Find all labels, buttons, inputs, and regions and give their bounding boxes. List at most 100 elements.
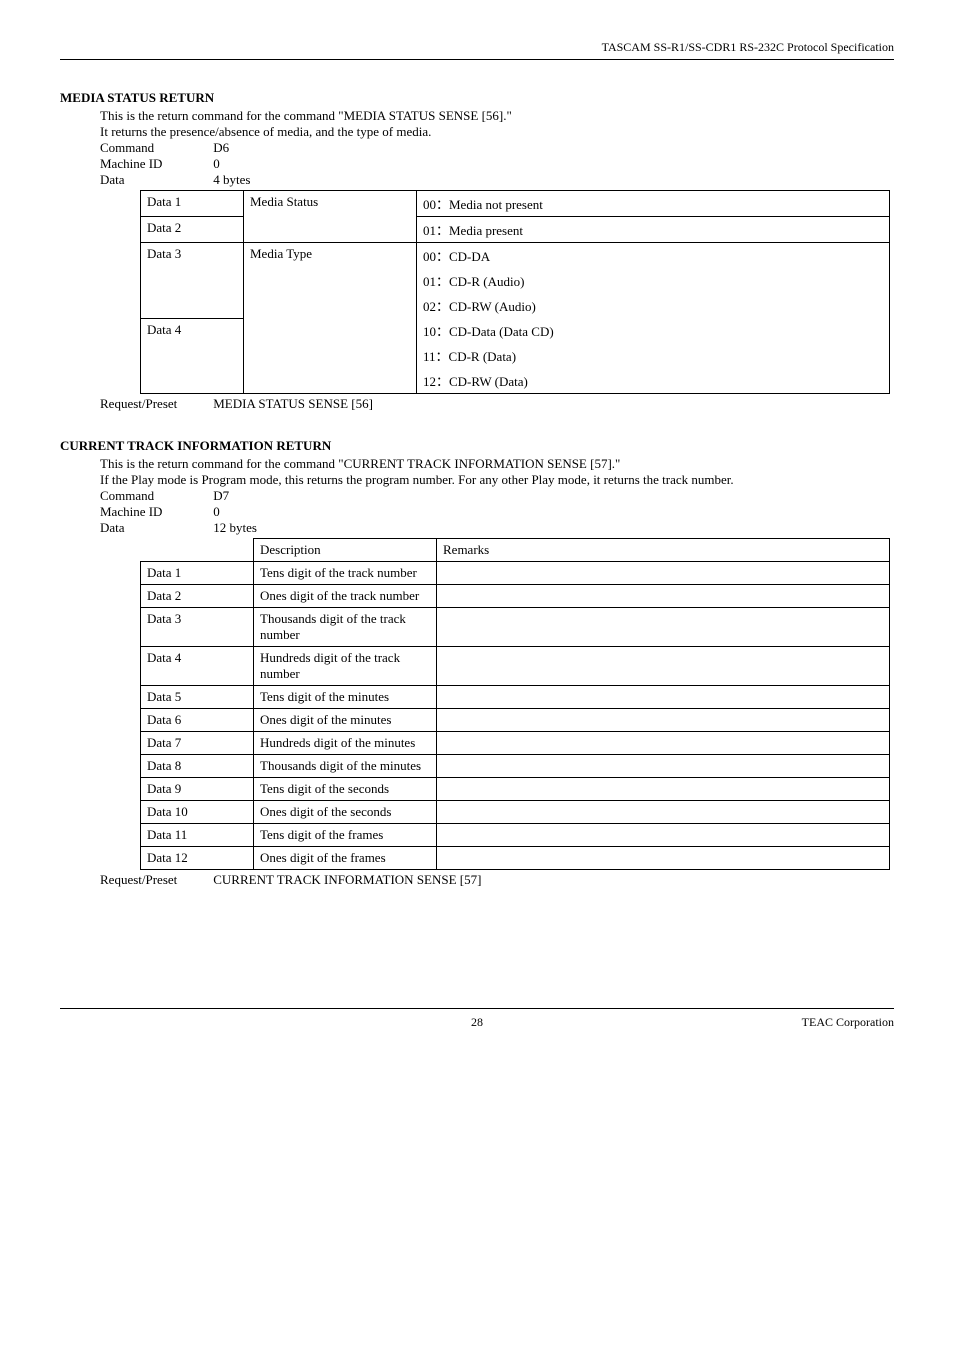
table-row: Data 6 Ones digit of the minutes — [141, 709, 890, 732]
page-header: TASCAM SS-R1/SS-CDR1 RS-232C Protocol Sp… — [60, 40, 894, 60]
table-cell: Data 6 — [141, 709, 254, 732]
table-cell — [437, 562, 890, 585]
request-preset-label: Request/Preset — [100, 872, 210, 888]
table-row: Data 7 Hundreds digit of the minutes — [141, 732, 890, 755]
table-cell — [437, 732, 890, 755]
table-cell: Data 4 — [141, 647, 254, 686]
table-cell: Data 8 — [141, 755, 254, 778]
table-cell: Thousands digit of the minutes — [254, 755, 437, 778]
table-row: Data 11 Tens digit of the frames — [141, 824, 890, 847]
table-cell: Data 4 — [141, 318, 244, 394]
machine-id-value: 0 — [213, 156, 220, 171]
section-line: This is the return command for the comma… — [100, 108, 894, 124]
track-info-table: Description Remarks Data 1 Tens digit of… — [140, 538, 890, 870]
command-value: D6 — [213, 140, 229, 155]
table-cell: 00：CD-DA — [417, 243, 890, 269]
table-cell: Data 2 — [141, 217, 244, 243]
table-header-cell: Remarks — [437, 539, 890, 562]
table-cell: Data 1 — [141, 562, 254, 585]
table-cell: Media Status — [244, 191, 417, 243]
table-row: Description Remarks — [141, 539, 890, 562]
table-cell: 10：CD-Data (Data CD) — [417, 318, 890, 343]
field-row: Request/Preset CURRENT TRACK INFORMATION… — [100, 872, 894, 888]
table-cell — [437, 608, 890, 647]
machine-id-label: Machine ID — [100, 504, 210, 520]
header-title: TASCAM SS-R1/SS-CDR1 RS-232C Protocol Sp… — [602, 40, 894, 54]
page-footer: 28 TEAC Corporation — [60, 1008, 894, 1030]
section-title-media-status: MEDIA STATUS RETURN — [60, 90, 894, 106]
table-row: Data 8 Thousands digit of the minutes — [141, 755, 890, 778]
table-cell: Data 7 — [141, 732, 254, 755]
table-header-cell: Description — [254, 539, 437, 562]
company-name: TEAC Corporation — [802, 1015, 894, 1030]
table-row: Data 2 Ones digit of the track number — [141, 585, 890, 608]
table-cell: Data 2 — [141, 585, 254, 608]
table-cell — [437, 847, 890, 870]
section-line: If the Play mode is Program mode, this r… — [100, 472, 894, 488]
field-row: Data 4 bytes — [100, 172, 894, 188]
table-cell: Tens digit of the track number — [254, 562, 437, 585]
table-cell — [437, 585, 890, 608]
table-row: Data 5 Tens digit of the minutes — [141, 686, 890, 709]
table-row: Data 12 Ones digit of the frames — [141, 847, 890, 870]
table-cell: Data 9 — [141, 778, 254, 801]
data-label: Data — [100, 172, 210, 188]
table-cell: Ones digit of the frames — [254, 847, 437, 870]
field-row: Machine ID 0 — [100, 156, 894, 172]
data-value: 12 bytes — [213, 520, 257, 535]
table-cell: Data 1 — [141, 191, 244, 217]
command-label: Command — [100, 140, 210, 156]
table-cell: Data 5 — [141, 686, 254, 709]
table-cell: Tens digit of the seconds — [254, 778, 437, 801]
table-cell — [437, 686, 890, 709]
field-row: Command D6 — [100, 140, 894, 156]
table-row: Data 3 Thousands digit of the track numb… — [141, 608, 890, 647]
field-row: Request/Preset MEDIA STATUS SENSE [56] — [100, 396, 894, 412]
table-row: Data 1 Tens digit of the track number — [141, 562, 890, 585]
section-line: This is the return command for the comma… — [100, 456, 894, 472]
data-value: 4 bytes — [213, 172, 250, 187]
data-label: Data — [100, 520, 210, 536]
table-cell: Hundreds digit of the track number — [254, 647, 437, 686]
table-cell: 01：CD-R (Audio) — [417, 268, 890, 293]
table-row: Data 3 Media Type 00：CD-DA — [141, 243, 890, 269]
command-label: Command — [100, 488, 210, 504]
table-row: Data 10 Ones digit of the seconds — [141, 801, 890, 824]
table-cell — [437, 755, 890, 778]
table-cell: Ones digit of the seconds — [254, 801, 437, 824]
table-cell — [437, 801, 890, 824]
table-cell: Data 3 — [141, 243, 244, 319]
table-cell: Data 10 — [141, 801, 254, 824]
table-cell: Ones digit of the track number — [254, 585, 437, 608]
table-cell: Thousands digit of the track number — [254, 608, 437, 647]
field-row: Command D7 — [100, 488, 894, 504]
table-cell: Data 12 — [141, 847, 254, 870]
table-cell: 01：Media present — [417, 217, 890, 243]
table-cell: Data 11 — [141, 824, 254, 847]
table-cell — [437, 647, 890, 686]
table-cell — [437, 778, 890, 801]
page-number: 28 — [60, 1015, 894, 1030]
request-preset-value: CURRENT TRACK INFORMATION SENSE [57] — [213, 872, 481, 887]
machine-id-value: 0 — [213, 504, 220, 519]
table-cell: Tens digit of the minutes — [254, 686, 437, 709]
section-line: It returns the presence/absence of media… — [100, 124, 894, 140]
table-cell-empty — [141, 539, 254, 562]
table-row: Data 1 Media Status 00：Media not present — [141, 191, 890, 217]
media-status-table: Data 1 Media Status 00：Media not present… — [140, 190, 890, 394]
table-cell: Tens digit of the frames — [254, 824, 437, 847]
field-row: Machine ID 0 — [100, 504, 894, 520]
command-value: D7 — [213, 488, 229, 503]
table-cell: Ones digit of the minutes — [254, 709, 437, 732]
table-row: Data 4 Hundreds digit of the track numbe… — [141, 647, 890, 686]
table-cell: Media Type — [244, 243, 417, 394]
request-preset-label: Request/Preset — [100, 396, 210, 412]
request-preset-value: MEDIA STATUS SENSE [56] — [213, 396, 373, 411]
table-cell: 00：Media not present — [417, 191, 890, 217]
machine-id-label: Machine ID — [100, 156, 210, 172]
table-row: Data 9 Tens digit of the seconds — [141, 778, 890, 801]
table-cell: 02：CD-RW (Audio) — [417, 293, 890, 318]
section-title-current-track: CURRENT TRACK INFORMATION RETURN — [60, 438, 894, 454]
table-cell — [437, 824, 890, 847]
table-cell: 12：CD-RW (Data) — [417, 368, 890, 394]
